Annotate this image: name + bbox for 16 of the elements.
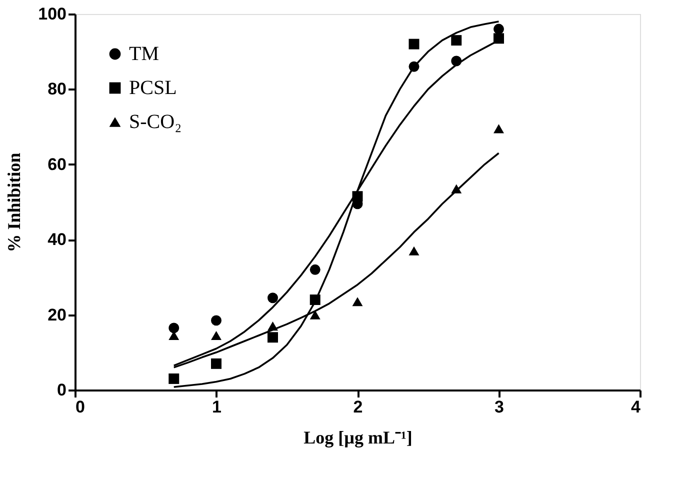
y-tick-label: 20 <box>48 305 66 324</box>
x-tick-label: 1 <box>212 398 222 416</box>
x-tick-label: 2 <box>353 398 363 416</box>
legend-label: PCSL <box>129 77 177 99</box>
y-tick-label: 80 <box>48 80 66 99</box>
y-tick-label: 40 <box>48 230 66 250</box>
x-tick-label: 4 <box>631 398 642 416</box>
y-tick-label: 60 <box>48 154 66 174</box>
y-axis-title: % Inhibition <box>4 152 24 252</box>
x-tick-label: 3 <box>494 398 504 416</box>
y-tick-label: 100 <box>38 4 66 24</box>
legend-label: S-CO₂ <box>129 111 182 133</box>
x-tick-label: 0 <box>76 398 85 416</box>
x-axis-title: Log [µg mL⁻¹] <box>304 428 412 448</box>
legend-label: TM <box>129 43 160 65</box>
y-tick-label: 0 <box>57 380 66 400</box>
